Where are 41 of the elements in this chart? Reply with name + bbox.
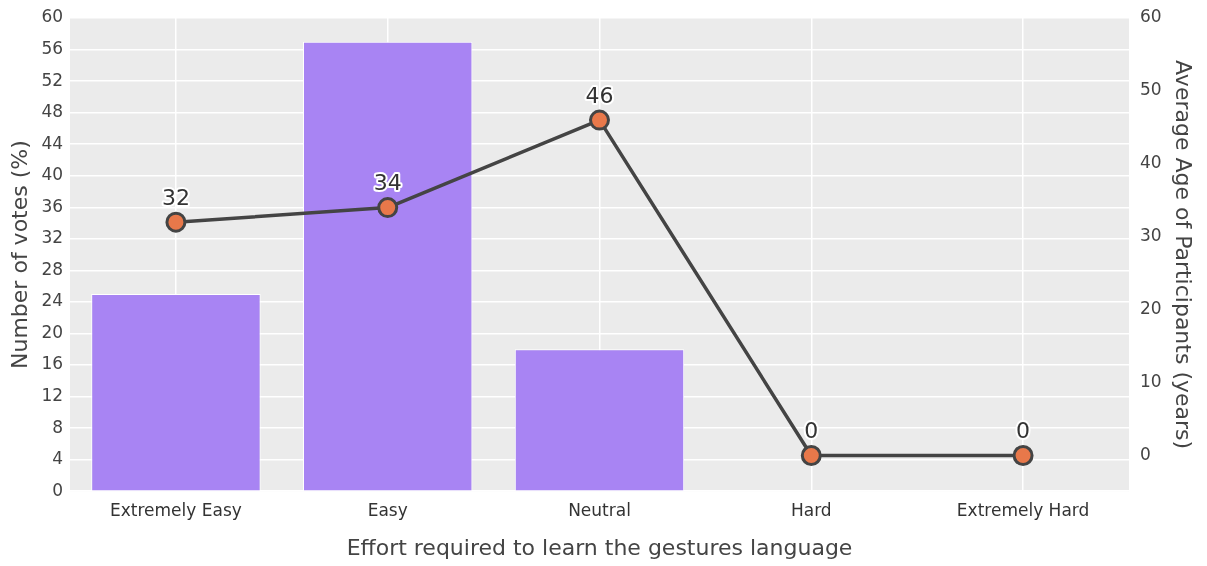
y2-tick-label: 10 xyxy=(1139,370,1162,391)
y2-tick-label: 20 xyxy=(1139,298,1162,319)
y-tick-label: 24 xyxy=(41,290,64,311)
y-tick-label: 20 xyxy=(41,321,64,342)
y-tick-label: 40 xyxy=(41,164,64,185)
x-tick-label: Hard xyxy=(790,499,832,520)
y2-tick-label: 50 xyxy=(1139,79,1162,100)
point xyxy=(165,211,187,233)
y-tick-label: 52 xyxy=(41,69,64,90)
y-tick-label: 8 xyxy=(52,416,64,437)
data-label: 0 xyxy=(1016,418,1031,444)
y2-tick-label: 40 xyxy=(1139,152,1162,173)
y2-tick-label: 60 xyxy=(1139,6,1162,27)
x-tick-label: Extremely Hard xyxy=(956,499,1090,520)
x-tick-label: Extremely Easy xyxy=(110,499,242,520)
y-tick-label: 36 xyxy=(41,195,64,216)
y2-axis-title: Average Age of Participants (years) xyxy=(1171,60,1197,450)
y-tick-label: 12 xyxy=(41,384,64,405)
y-tick-label: 16 xyxy=(41,353,64,374)
y-tick-label: 60 xyxy=(41,6,64,27)
data-label: 46 xyxy=(585,82,614,108)
point xyxy=(589,109,610,131)
y2-tick-label: 0 xyxy=(1139,443,1151,464)
y-tick-label: 28 xyxy=(41,258,64,279)
y-axis-title: Number of votes (%) xyxy=(6,140,32,369)
x-tick-label: Easy xyxy=(367,499,408,520)
y2-tick-label: 30 xyxy=(1139,225,1162,246)
point xyxy=(377,197,399,219)
data-label: 34 xyxy=(373,170,402,196)
point xyxy=(1012,444,1034,466)
data-label: 0 xyxy=(804,418,819,444)
y-tick-label: 48 xyxy=(41,101,64,122)
y-tick-label: 44 xyxy=(41,132,64,153)
x-axis-title: Effort required to learn the gestures language xyxy=(346,534,853,560)
data-label: 32 xyxy=(161,184,190,210)
x-tick-label: Neutral xyxy=(568,499,631,520)
y-tick-label: 56 xyxy=(41,37,64,58)
y-tick-label: 32 xyxy=(41,227,64,248)
y-tick-label: 0 xyxy=(52,479,64,500)
y-tick-label: 4 xyxy=(52,448,64,469)
point xyxy=(800,444,822,466)
